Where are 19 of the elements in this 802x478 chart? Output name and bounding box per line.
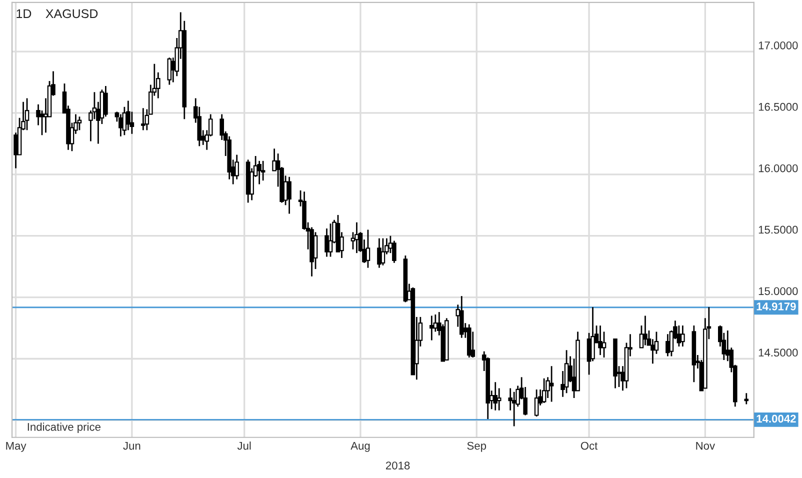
x-tick-label: Sep — [467, 442, 486, 452]
x-tick-label: Oct — [580, 442, 598, 450]
y-tick-label: 14.5000 — [758, 348, 798, 357]
chart-subtitle: 1D — [16, 9, 32, 18]
y-tick-label: 16.0000 — [758, 164, 798, 172]
chart-title: XAGUSD — [46, 9, 98, 18]
x-tick-label: Jul — [237, 442, 251, 450]
annotation: Indicative price — [28, 422, 100, 434]
y-tick-label: 15.0000 — [758, 287, 798, 296]
y-tick-label: 16.5000 — [758, 102, 798, 111]
ref-line-label: 14.0042 — [756, 414, 796, 423]
text: 2018 — [386, 462, 410, 470]
x-tick-label: May — [6, 442, 26, 452]
ref-line-label: 14.9179 — [756, 302, 796, 310]
x-tick-label: Jun — [123, 442, 140, 450]
y-tick-label: 17.0000 — [758, 41, 798, 50]
y-tick-label: 15.5000 — [758, 226, 798, 234]
x-tick-label: Aug — [350, 442, 370, 452]
x-tick-label: Nov — [696, 442, 716, 450]
